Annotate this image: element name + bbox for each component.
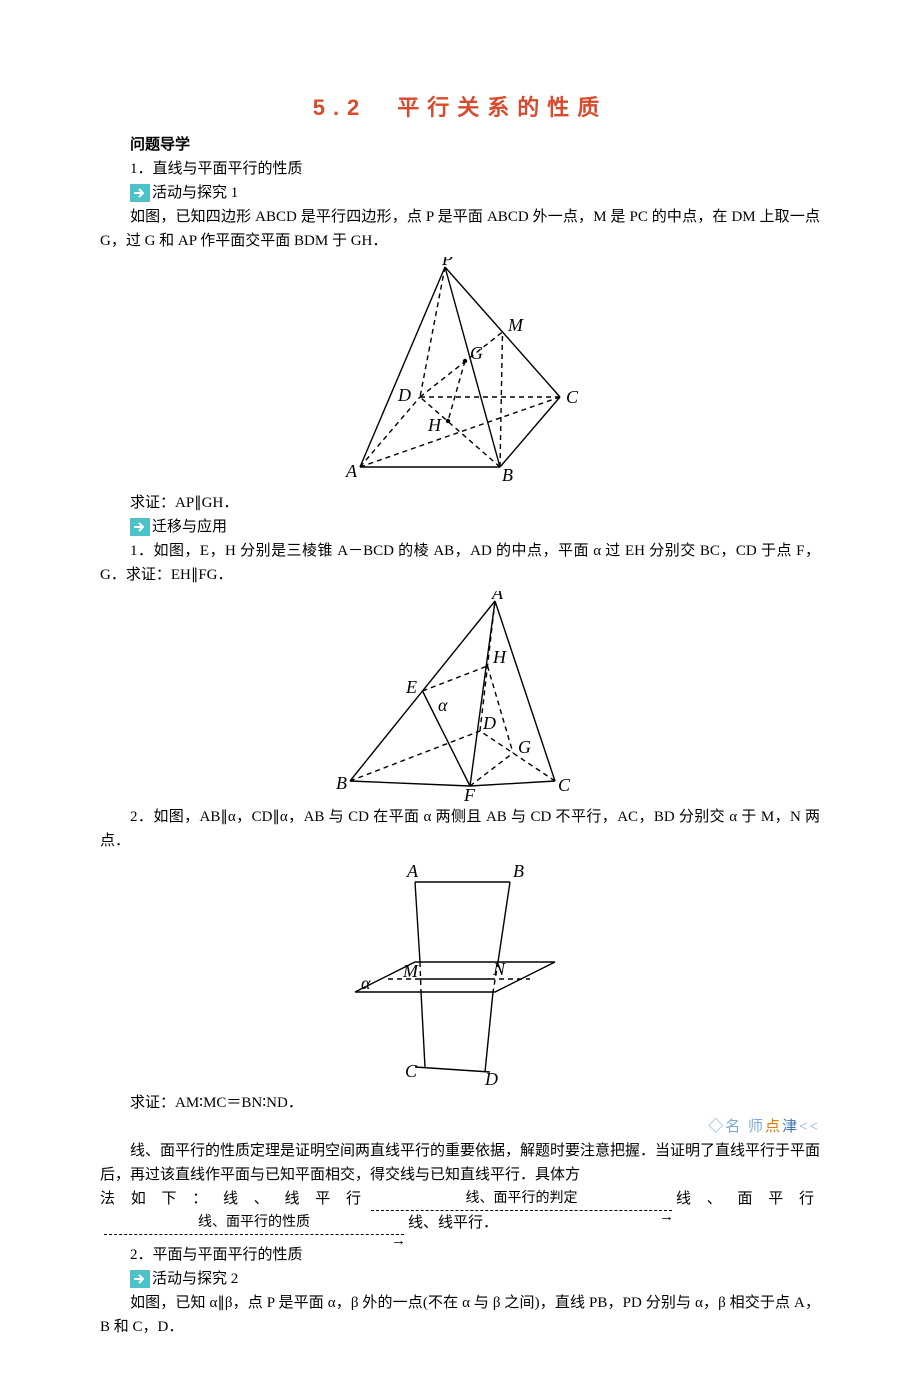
activity1-prove: 求证：AP∥GH． bbox=[100, 491, 820, 515]
svg-text:C: C bbox=[558, 775, 571, 795]
svg-text:α: α bbox=[438, 695, 448, 715]
arrow-bottom-label: 线、面平行的性质 bbox=[198, 1212, 310, 1234]
svg-text:E: E bbox=[405, 677, 417, 697]
svg-text:B: B bbox=[513, 861, 524, 881]
svg-text:A: A bbox=[491, 591, 504, 603]
arrow-icon bbox=[130, 1270, 150, 1288]
note-method-line1: 法 如 下 ： 线 、 线 平 行 线、面平行的判定 → 线 、 面 平 行 bbox=[100, 1187, 820, 1211]
transfer1-body: 1．如图，E，H 分别是三棱锥 A－BCD 的棱 AB，AD 的中点，平面 α … bbox=[100, 539, 820, 587]
arrow-icon bbox=[130, 184, 150, 202]
note-method-line2: 线、面平行的性质 → 线、线平行． bbox=[100, 1211, 820, 1235]
svg-text:B: B bbox=[336, 773, 347, 793]
activity2-body: 如图，已知 α∥β，点 P 是平面 α，β 外的一点(不在 α 与 β 之间)，… bbox=[100, 1291, 820, 1339]
figure-1: P M G D C H A B bbox=[100, 257, 820, 487]
svg-text:α: α bbox=[361, 973, 371, 993]
svg-text:G: G bbox=[470, 343, 483, 363]
note-p1: 线、面平行的性质定理是证明空间两直线平行的重要依据，解题时要注意把握．当证明了直… bbox=[100, 1139, 820, 1187]
svg-text:C: C bbox=[566, 387, 579, 407]
arrow-icon bbox=[130, 518, 150, 536]
svg-text:A: A bbox=[406, 861, 419, 881]
activity2-tag: 活动与探究 2 bbox=[130, 1267, 820, 1291]
topic1-heading: 1．直线与平面平行的性质 bbox=[100, 157, 820, 181]
page-title: 5.2 平行关系的性质 bbox=[100, 90, 820, 125]
activity1-body: 如图，已知四边形 ABCD 是平行四边形，点 P 是平面 ABCD 外一点，M … bbox=[100, 205, 820, 253]
intro-heading: 问题导学 bbox=[100, 133, 820, 157]
svg-text:D: D bbox=[484, 1069, 498, 1087]
transfer2-body: 2．如图，AB∥α，CD∥α，AB 与 CD 在平面 α 两侧且 AB 与 CD… bbox=[100, 805, 820, 853]
svg-text:C: C bbox=[405, 1061, 418, 1081]
svg-text:B: B bbox=[502, 465, 513, 485]
svg-text:H: H bbox=[492, 647, 507, 667]
figure-2: α A H E D G B F C bbox=[100, 591, 820, 801]
activity2-label: 活动与探究 2 bbox=[152, 1267, 238, 1291]
dashed-arrow-icon: → bbox=[104, 1234, 404, 1235]
svg-text:M: M bbox=[402, 961, 419, 981]
figure-3: A B M N α C D bbox=[100, 857, 820, 1087]
page: 5.2 平行关系的性质 问题导学 1．直线与平面平行的性质 活动与探究 1 如图… bbox=[0, 0, 920, 1379]
svg-text:G: G bbox=[518, 737, 531, 757]
mingshi-callout: ◇名 师点津<< bbox=[100, 1115, 820, 1139]
svg-text:F: F bbox=[463, 785, 476, 801]
topic2-heading: 2．平面与平面平行的性质 bbox=[100, 1243, 820, 1267]
svg-text:A: A bbox=[345, 461, 358, 481]
dashed-arrow-icon: → bbox=[371, 1210, 672, 1211]
transfer-tag: 迁移与应用 bbox=[130, 515, 820, 539]
arrow-top-label: 线、面平行的判定 bbox=[466, 1188, 578, 1210]
transfer2-prove: 求证：AM∶MC＝BN∶ND． bbox=[100, 1091, 820, 1115]
activity1-tag: 活动与探究 1 bbox=[130, 181, 820, 205]
svg-text:H: H bbox=[427, 415, 442, 435]
svg-text:P: P bbox=[441, 257, 453, 269]
svg-text:N: N bbox=[492, 959, 506, 979]
activity1-label: 活动与探究 1 bbox=[152, 181, 238, 205]
svg-text:D: D bbox=[397, 385, 411, 405]
transfer-label: 迁移与应用 bbox=[152, 515, 227, 539]
svg-text:D: D bbox=[482, 713, 496, 733]
svg-text:M: M bbox=[507, 315, 524, 335]
